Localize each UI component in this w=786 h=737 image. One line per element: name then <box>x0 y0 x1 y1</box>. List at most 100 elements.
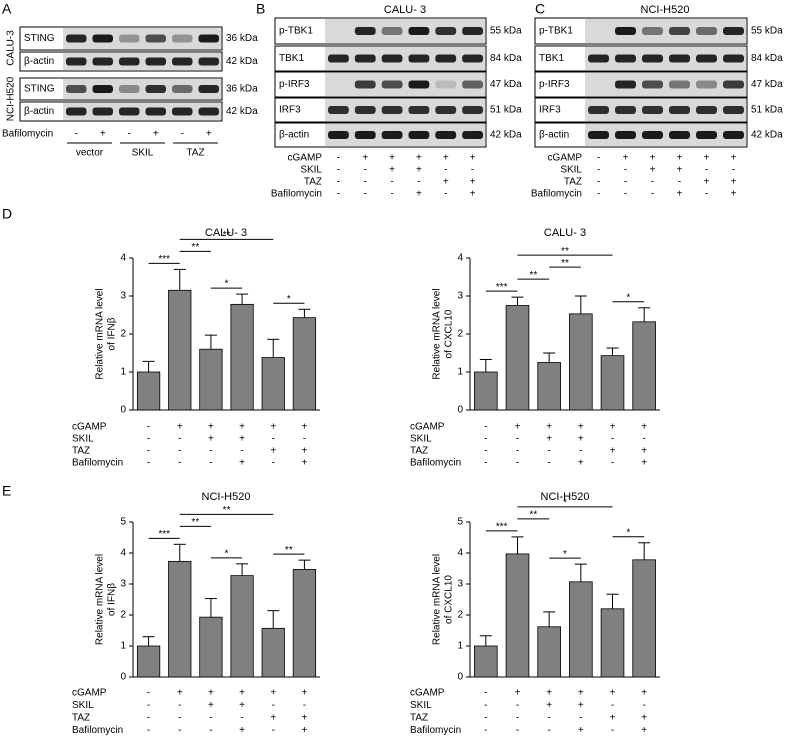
sign: + <box>208 700 214 711</box>
blot-membrane <box>63 28 221 49</box>
blot-band <box>172 85 193 93</box>
protein-label: TBK1 <box>539 53 564 64</box>
bar <box>600 608 625 678</box>
sig-label: * <box>287 294 291 305</box>
sign: - <box>417 177 420 188</box>
y-tick-label: 4 <box>457 253 463 264</box>
sig-label: ** <box>529 270 537 281</box>
sign: - <box>732 165 735 176</box>
size-label: 55 kDa <box>490 26 522 37</box>
sign: + <box>443 177 449 188</box>
bar <box>168 289 192 411</box>
sign: - <box>272 434 275 445</box>
sign: - <box>484 434 487 445</box>
blot-band <box>145 57 166 66</box>
blot-band <box>615 27 636 35</box>
blot-band <box>172 57 193 66</box>
chart-title: CALU- 3 <box>544 227 586 239</box>
bar <box>261 627 285 678</box>
sign: + <box>416 165 422 176</box>
sign: - <box>516 434 519 445</box>
sign: - <box>678 177 681 188</box>
sign: - <box>597 153 600 164</box>
blot-band <box>66 34 87 43</box>
condition-label: cGAMP <box>72 422 107 433</box>
sign: + <box>301 422 307 433</box>
sign: - <box>272 458 275 469</box>
chart-title: CALU- 3 <box>205 227 247 239</box>
blot-band <box>172 34 193 43</box>
protein-label: STING <box>24 84 55 95</box>
blot-band <box>669 106 690 114</box>
bar <box>230 303 254 411</box>
y-axis-label: Relative mRNA level <box>95 288 106 379</box>
condition-label: SKIL <box>300 165 322 176</box>
sign: - <box>484 725 487 736</box>
sign: - <box>611 434 614 445</box>
sign: + <box>546 688 552 699</box>
size-label: 42 kDa <box>226 56 258 67</box>
sign: - <box>178 434 181 445</box>
sign: + <box>578 700 584 711</box>
y-tick-label: 1 <box>457 641 463 652</box>
sign: + <box>704 153 710 164</box>
blot-band <box>198 57 219 66</box>
sign: - <box>209 713 212 724</box>
panel-letter: E <box>2 483 11 499</box>
sign: + <box>610 422 616 433</box>
y-axis-label: of CXCL10 <box>444 575 455 624</box>
blot-band <box>66 57 87 66</box>
panel-letter: D <box>2 206 12 222</box>
size-label: 36 kDa <box>226 33 258 44</box>
sign: - <box>705 165 708 176</box>
y-tick-label: 0 <box>120 405 126 416</box>
sign: - <box>147 434 150 445</box>
sign: - <box>484 422 487 433</box>
sign: + <box>301 446 307 457</box>
condition-label: cGAMP <box>72 688 107 699</box>
sign: - <box>147 458 150 469</box>
bar <box>505 553 530 678</box>
y-tick-label: 3 <box>457 579 463 590</box>
blot-band <box>642 131 663 139</box>
blot-membrane <box>585 19 746 43</box>
panel-letter: A <box>2 1 12 17</box>
sign: + <box>610 446 616 457</box>
condition-label: SKIL <box>410 700 432 711</box>
sign: - <box>516 700 519 711</box>
y-tick-label: 2 <box>457 329 463 340</box>
blot-membrane <box>63 53 221 70</box>
condition-label: TAZ <box>564 177 582 188</box>
blot-band <box>696 131 717 139</box>
blot-band <box>435 54 457 63</box>
blot-band <box>588 131 609 139</box>
sign: + <box>389 165 395 176</box>
sig-label: *** <box>158 529 170 540</box>
sig-label: * <box>626 527 630 538</box>
bar <box>505 305 530 411</box>
bar <box>136 371 161 411</box>
blot-band <box>462 27 483 35</box>
sign: - <box>444 189 447 200</box>
blot-band <box>66 107 87 116</box>
size-label: 51 kDa <box>490 105 522 116</box>
y-tick-label: 0 <box>457 405 463 416</box>
sign: + <box>731 177 737 188</box>
size-label: 51 kDa <box>751 105 783 116</box>
bar <box>168 560 192 678</box>
sign: - <box>147 688 150 699</box>
sign: + <box>610 713 616 724</box>
condition-label: cGAMP <box>410 688 445 699</box>
condition-label: TAZ <box>304 177 322 188</box>
sign: - <box>547 446 550 457</box>
sign: + <box>153 129 159 140</box>
blot-membrane <box>325 99 485 121</box>
sign: + <box>443 153 449 164</box>
protein-label: β-actin <box>279 130 309 141</box>
y-tick-label: 0 <box>120 672 126 683</box>
condition-label: TAZ <box>72 713 90 724</box>
condition-label: SKIL <box>560 165 582 176</box>
protein-label: p-IRF3 <box>539 79 570 90</box>
blot-band <box>435 27 457 35</box>
blot-band <box>354 54 376 63</box>
